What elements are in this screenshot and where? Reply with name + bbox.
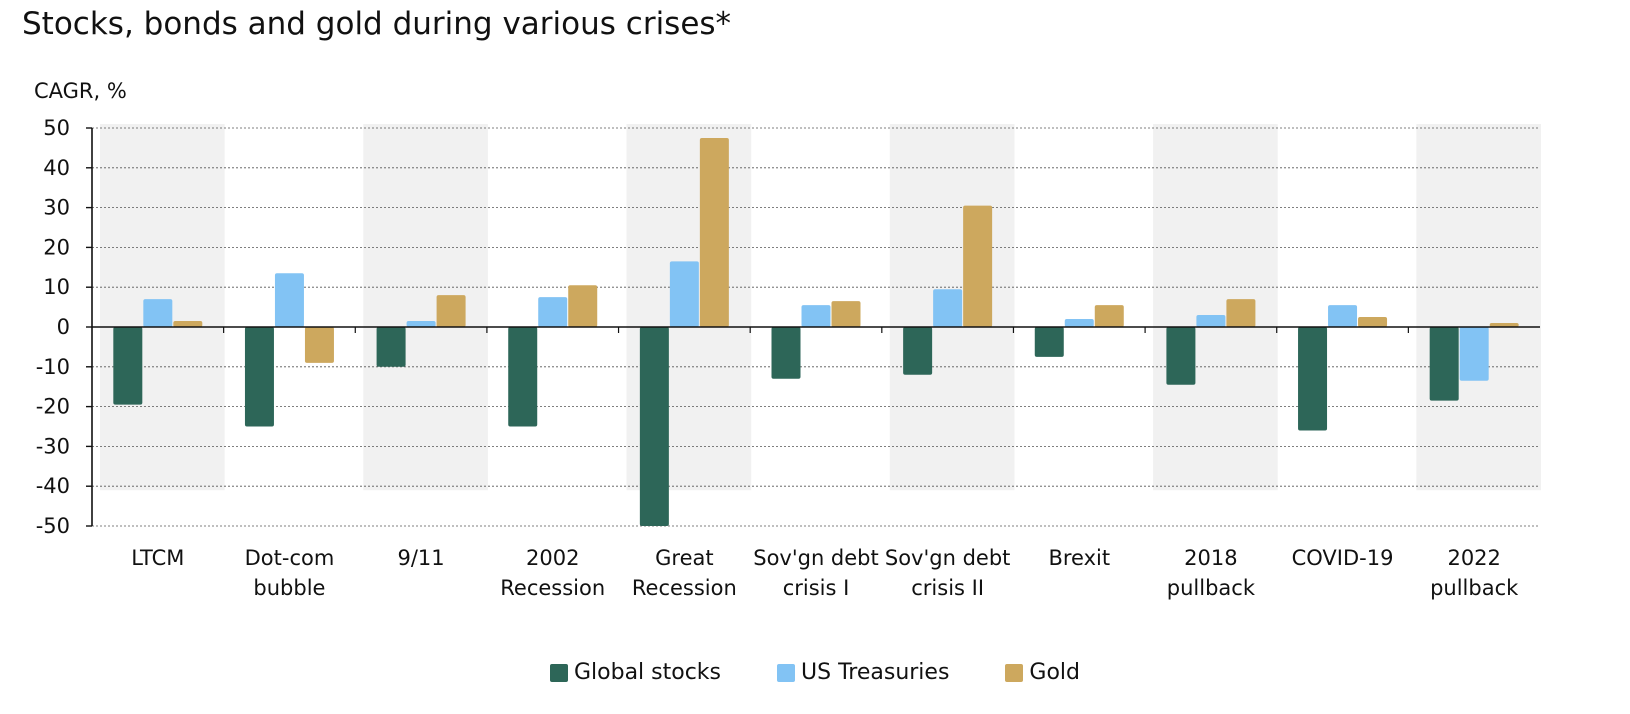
bars [113,137,1519,526]
y-tick-label: -10 [36,355,70,379]
legend-item: Global stocks [549,660,722,685]
y-tick-label: 30 [43,196,70,220]
legend-label: Gold [1029,660,1081,685]
x-tick-label: Sov'gn debt crisis II [885,546,1011,600]
y-tick-label: 50 [43,116,70,140]
bar-global-stocks [113,327,143,405]
bar-gold [568,285,598,327]
legend-item: US Treasuries [777,660,949,685]
y-tick-label: -40 [36,474,70,498]
bar-gold [831,301,861,327]
chart-title: Stocks, bonds and gold during various cr… [22,6,732,42]
bar-us-treasuries [1196,315,1226,327]
bar-global-stocks [1298,327,1328,431]
bar-global-stocks [1166,327,1196,385]
bar-global-stocks [1429,327,1459,401]
bar-global-stocks [376,327,406,367]
y-axis-label: CAGR, % [34,79,127,103]
gridlines [92,127,1540,527]
bar-gold [963,205,993,327]
y-tick-label: -20 [36,395,70,419]
y-tick-label: 0 [57,315,70,339]
x-tick-label: Great Recession [632,546,737,600]
crisis-band [1153,124,1278,491]
bar-us-treasuries [933,289,963,327]
bar-global-stocks [244,327,274,427]
legend-label: US Treasuries [801,660,950,685]
bar-global-stocks [903,327,933,375]
bar-gold [1094,305,1124,327]
x-tick-label: 2002 Recession [500,546,605,600]
y-tick-label: 10 [43,275,70,299]
bar-us-treasuries [1064,319,1094,327]
bar-us-treasuries [1459,327,1489,381]
y-tick-label: -50 [36,514,70,538]
x-tick-label: Dot-com bubble [245,546,335,600]
x-tick-label: 2022 pullback [1430,546,1519,600]
bar-gold [436,295,466,327]
legend: Global stocks US Treasuries Gold [0,660,1630,685]
bar-gold [1226,299,1256,327]
bar-global-stocks [1034,327,1064,357]
legend-label: Global stocks [573,660,722,685]
bar-global-stocks [508,327,538,427]
x-tick-label: Brexit [1048,546,1110,570]
x-tick-label: Sov'gn debt crisis I [753,546,879,600]
bar-gold [1358,317,1388,327]
legend-swatch [1005,663,1024,682]
y-tick-label: -30 [36,434,70,458]
x-tick-label: 2018 pullback [1167,546,1256,600]
bar-global-stocks [639,327,669,526]
bar-us-treasuries [538,297,568,327]
legend-item: Gold [1005,660,1080,685]
bar-us-treasuries [274,273,304,327]
bar-global-stocks [771,327,801,379]
bar-gold [173,321,203,327]
crisis-band [363,124,488,491]
bar-gold [699,137,729,327]
x-tick-label: LTCM [131,546,184,570]
legend-swatch [777,663,796,682]
y-tick-label: 20 [43,235,70,259]
bar-gold [1489,323,1519,327]
crisis-band [1416,124,1541,491]
x-tick-labels: LTCM Dot-com bubble 9/11 2002 Recession Great R… [131,546,1519,600]
legend-swatch [549,663,568,682]
bar-us-treasuries [406,321,436,327]
chart-canvas: CAGR, % 50 40 30 20 10 0 -10 -20 -30 -40 -50 LTCM D… [34,79,1541,600]
axes [86,127,1540,527]
bar-us-treasuries [143,299,173,327]
bar-us-treasuries [1328,305,1358,327]
y-tick-label: 40 [43,156,70,180]
x-tick-label: COVID-19 [1292,546,1394,570]
bar-us-treasuries [801,305,831,327]
y-tick-labels: 50 40 30 20 10 0 -10 -20 -30 -40 -50 [36,116,70,538]
x-tick-label: 9/11 [398,546,445,570]
bar-us-treasuries [669,261,699,327]
bar-gold [304,327,334,363]
